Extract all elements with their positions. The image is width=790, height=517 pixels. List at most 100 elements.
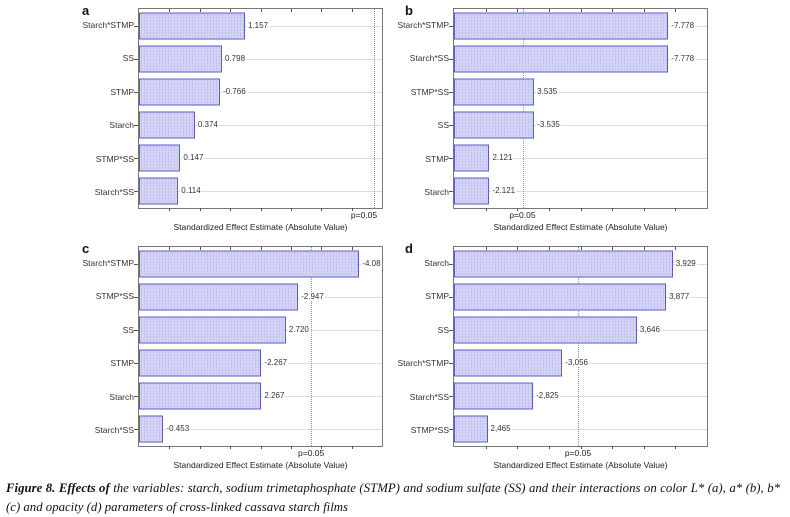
bar-row: 1.157 bbox=[134, 9, 382, 42]
x-axis-tick bbox=[643, 247, 645, 250]
caption-text: the variables: starch, sodium trimetapho… bbox=[6, 481, 781, 514]
panel-letter-a: a bbox=[82, 3, 90, 18]
panel-letter-c: c bbox=[82, 241, 90, 256]
category-label: Starch*SS bbox=[409, 53, 449, 64]
bar-value-label: -3,056 bbox=[564, 358, 589, 368]
x-axis-tick bbox=[321, 208, 323, 211]
bar bbox=[454, 78, 535, 106]
pareto-chart-d: d Starch STMP SS Starch*STMP Starch*SS STMP*S… bbox=[395, 235, 790, 470]
x-axis-tick bbox=[199, 247, 201, 250]
y-axis-tick bbox=[134, 396, 138, 398]
p-threshold-label: p=0.05 bbox=[298, 448, 325, 458]
x-axis-tick bbox=[548, 9, 550, 12]
bar-value-label: 0.798 bbox=[224, 53, 247, 63]
p-threshold-label: p=0.05 bbox=[564, 448, 592, 458]
significance-line bbox=[522, 9, 524, 208]
p-threshold-label: p=0.05 bbox=[350, 210, 378, 220]
chart-row: Starch STMP SS Starch*STMP Starch*SS STMP*SS … bbox=[397, 246, 708, 470]
y-axis-tick bbox=[449, 396, 453, 398]
bar-value-label: 0.114 bbox=[180, 186, 202, 196]
p-threshold-row: p=0.05 bbox=[138, 447, 383, 459]
bar-row: 0.374 bbox=[134, 109, 382, 142]
bar-row: 0.798 bbox=[134, 42, 382, 75]
bar-row: -3.535 bbox=[449, 109, 707, 142]
bar-row: -2.121 bbox=[449, 175, 707, 208]
p-threshold-row: p=0.05 bbox=[138, 209, 383, 221]
category-label: SS bbox=[437, 120, 449, 131]
bar bbox=[454, 382, 534, 410]
x-axis-title: Standardized Effect Estimate (Absolute V… bbox=[493, 460, 668, 470]
bar bbox=[454, 111, 535, 139]
gridline bbox=[139, 158, 382, 160]
x-axis-tick bbox=[260, 9, 262, 12]
x-axis-tick bbox=[517, 247, 519, 250]
category-label: Starch*STMP bbox=[397, 358, 450, 369]
x-axis-tick bbox=[199, 446, 201, 449]
bar-row: -2,825 bbox=[449, 380, 707, 413]
bar bbox=[139, 415, 164, 443]
category-label: Starch bbox=[109, 391, 134, 402]
y-axis-tick bbox=[449, 363, 453, 365]
bar-value-label: -2.947 bbox=[300, 291, 325, 301]
x-axis-title: Standardized Effect Estimate (Absolute V… bbox=[173, 222, 348, 232]
x-axis-tick bbox=[230, 446, 232, 449]
plot-column: 1.157 0.798 -0.766 0.374 0.147 0.114 p=0.05 S… bbox=[134, 8, 383, 232]
y-axis-tick bbox=[134, 158, 138, 160]
y-axis-tick bbox=[449, 25, 453, 27]
y-axis-tick bbox=[134, 191, 138, 193]
category-label: Starch*SS bbox=[94, 425, 134, 436]
y-axis-tick bbox=[134, 263, 138, 265]
bar bbox=[139, 45, 222, 73]
bar bbox=[139, 349, 262, 377]
bar-value-label: -4.08 bbox=[361, 258, 382, 268]
x-axis-tick bbox=[548, 247, 550, 250]
x-axis-tick bbox=[260, 247, 262, 250]
x-axis-tick bbox=[675, 247, 677, 250]
x-axis-tick bbox=[260, 446, 262, 449]
bar-row: -3,056 bbox=[449, 347, 707, 380]
bar-row: 0.147 bbox=[134, 142, 382, 175]
category-axis-labels: Starch*STMP STMP*SS SS STMP Starch Starch*SS bbox=[83, 246, 138, 447]
bar-value-label: 2.720 bbox=[287, 324, 310, 334]
bar-row: 2.720 bbox=[134, 313, 382, 346]
figure-caption: Figure 8. Effects of the variables: star… bbox=[0, 470, 790, 516]
significance-line bbox=[310, 247, 312, 446]
significance-line bbox=[577, 247, 579, 446]
bar bbox=[454, 283, 667, 311]
y-axis-tick bbox=[449, 125, 453, 127]
y-axis-tick bbox=[449, 91, 453, 93]
bar-row: -7.778 bbox=[449, 9, 707, 42]
x-axis-tick bbox=[199, 208, 201, 211]
y-axis-tick bbox=[134, 91, 138, 93]
bar-value-label: 2.267 bbox=[263, 391, 286, 401]
x-axis-tick bbox=[230, 247, 232, 250]
chart-row: Starch*STMP SS STMP Starch STMP*SS Starch*SS … bbox=[83, 8, 383, 232]
x-axis-tick bbox=[290, 446, 292, 449]
category-label: STMP bbox=[110, 86, 134, 97]
category-label: Starch bbox=[424, 257, 449, 268]
bar bbox=[139, 316, 286, 344]
pareto-chart-a: a Starch*STMP SS STMP Starch STMP*SS Starch*S… bbox=[0, 0, 395, 235]
x-axis-tick bbox=[351, 208, 353, 211]
bar-value-label: -7.778 bbox=[670, 53, 696, 63]
plot-area-b: -7.778 -7.778 3.535 -3.535 2.121 -2.121 bbox=[449, 8, 708, 211]
plot-column: -4.08 -2.947 2.720 -2.267 2.267 -0.453 p=0.05… bbox=[134, 246, 383, 470]
bar bbox=[454, 250, 673, 278]
gridline bbox=[454, 429, 707, 431]
x-axis-tick bbox=[517, 446, 519, 449]
x-axis-tick bbox=[169, 247, 171, 250]
panel-letter-d: d bbox=[405, 241, 413, 256]
bar bbox=[454, 415, 488, 443]
y-axis-tick bbox=[449, 58, 453, 60]
x-axis-tick bbox=[612, 9, 614, 12]
x-axis-tick bbox=[351, 9, 353, 12]
bar-value-label: 0.147 bbox=[182, 153, 205, 163]
panel-letter-b: b bbox=[405, 3, 413, 18]
bar-row: 2.121 bbox=[449, 142, 707, 175]
x-axis-tick bbox=[580, 9, 582, 12]
bar bbox=[454, 316, 637, 344]
y-axis-tick bbox=[134, 58, 138, 60]
y-axis-tick bbox=[134, 125, 138, 127]
bar-value-label: -2.267 bbox=[263, 358, 289, 368]
